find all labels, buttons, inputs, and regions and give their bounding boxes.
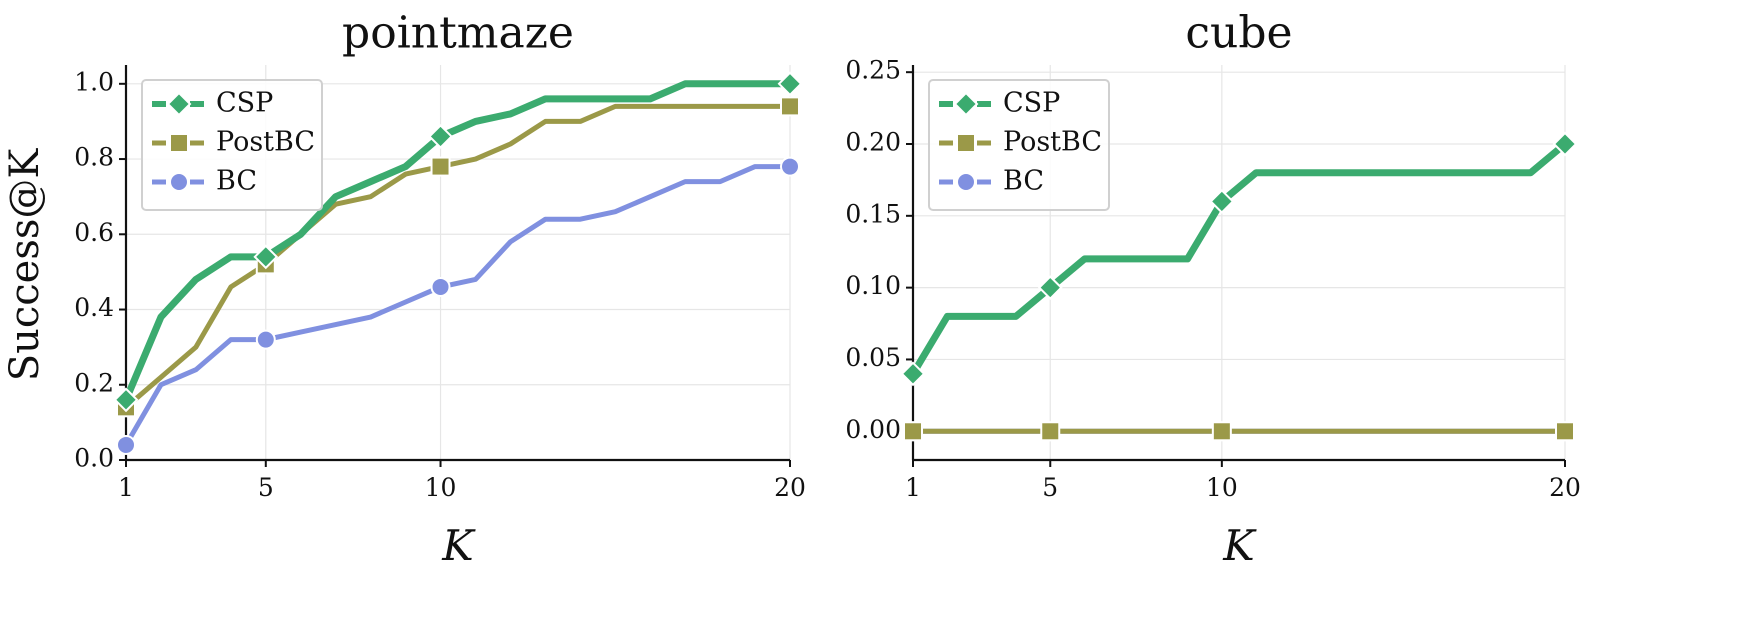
- chart-pointmaze: pointmaze 0.0 0.2 0.4 0.6 0.8 1.0 1 5 10 20 K CSP Pos…: [74, 8, 806, 571]
- legend-item-postbc: PostBC: [939, 127, 1102, 158]
- data-point-marker: [428, 124, 453, 149]
- data-point-marker: [1555, 421, 1575, 442]
- x-tick-label: 5: [258, 473, 274, 502]
- y-tick-label: 0.25: [845, 56, 901, 85]
- legend-item-csp: CSP: [939, 88, 1060, 119]
- data-point-marker: [255, 329, 276, 350]
- x-axis-label: K: [441, 521, 476, 570]
- y-tick-label: 0.2: [74, 368, 114, 397]
- y-tick-label: 0.0: [74, 444, 114, 473]
- legend-swatch-marker: [953, 91, 979, 117]
- x-axis-label: K: [1222, 521, 1257, 570]
- series-line: [909, 140, 1569, 378]
- y-tick-label: 0.15: [845, 199, 901, 228]
- legend-item-bc: BC: [939, 166, 1044, 197]
- legend-item-csp: CSP: [152, 88, 273, 119]
- y-axis-label: Success@K: [2, 148, 48, 382]
- y-tick-label: 1.0: [74, 67, 114, 96]
- series-line: [123, 103, 793, 410]
- data-point-marker: [900, 361, 926, 387]
- series-line: [123, 164, 793, 448]
- data-point-marker: [1037, 275, 1063, 301]
- legend-label: BC: [1003, 166, 1044, 197]
- data-point-marker: [777, 71, 803, 97]
- data-point-marker: [1211, 421, 1232, 442]
- legend: CSP PostBC BC: [928, 79, 1110, 211]
- data-point-marker: [903, 421, 923, 442]
- x-tick-label: 10: [425, 473, 457, 502]
- data-point-marker: [780, 96, 800, 117]
- chart-cube: cube 0.00 0.05 0.10 0.15 0.20 0.25 1 5 10 20 K CSP Po…: [845, 8, 1581, 571]
- legend-label: PostBC: [216, 127, 315, 158]
- legend-label: CSP: [216, 88, 273, 119]
- y-tick-label: 0.6: [74, 218, 114, 247]
- legend-swatch-marker: [956, 172, 976, 192]
- data-point-marker: [113, 387, 139, 413]
- legend-label: BC: [216, 166, 257, 197]
- legend-swatch-marker: [169, 172, 189, 192]
- y-tick-label: 0.00: [845, 415, 901, 444]
- series-line: [122, 80, 794, 404]
- legend-swatch-marker: [166, 91, 192, 117]
- y-tick-label: 0.8: [74, 143, 114, 172]
- legend-item-postbc: PostBC: [152, 127, 315, 158]
- data-point-marker: [1209, 189, 1235, 214]
- legend-swatch-marker: [169, 133, 189, 153]
- legend-label: PostBC: [1003, 127, 1102, 158]
- series-bc: [116, 156, 800, 455]
- data-point-marker: [1552, 131, 1578, 157]
- x-tick-label: 10: [1206, 473, 1238, 502]
- legend-label: CSP: [1003, 88, 1060, 119]
- chart-title: cube: [1185, 8, 1292, 59]
- legend: CSP PostBC BC: [141, 79, 323, 211]
- x-tick-label: 20: [774, 473, 806, 502]
- series-postbc: [116, 96, 800, 418]
- x-tick-label: 1: [905, 473, 921, 502]
- legend-swatch-marker: [956, 133, 976, 153]
- y-tick-label: 0.10: [845, 271, 901, 300]
- data-point-marker: [780, 156, 800, 177]
- y-tick-label: 0.4: [74, 293, 114, 322]
- y-tick-label: 0.05: [845, 343, 901, 372]
- chart-title: pointmaze: [342, 8, 574, 59]
- data-point-marker: [1040, 421, 1061, 442]
- x-tick-label: 5: [1042, 473, 1058, 502]
- data-point-marker: [430, 276, 451, 297]
- series-csp: [900, 131, 1578, 387]
- x-tick-label: 1: [118, 473, 134, 502]
- series-postbc: [903, 421, 1575, 442]
- data-point-marker: [430, 156, 451, 177]
- y-tick-label: 0.20: [845, 128, 901, 157]
- series-csp: [113, 71, 803, 413]
- data-point-marker: [116, 434, 136, 455]
- x-tick-label: 20: [1549, 473, 1581, 502]
- legend-item-bc: BC: [152, 166, 257, 197]
- data-point-marker: [253, 244, 279, 270]
